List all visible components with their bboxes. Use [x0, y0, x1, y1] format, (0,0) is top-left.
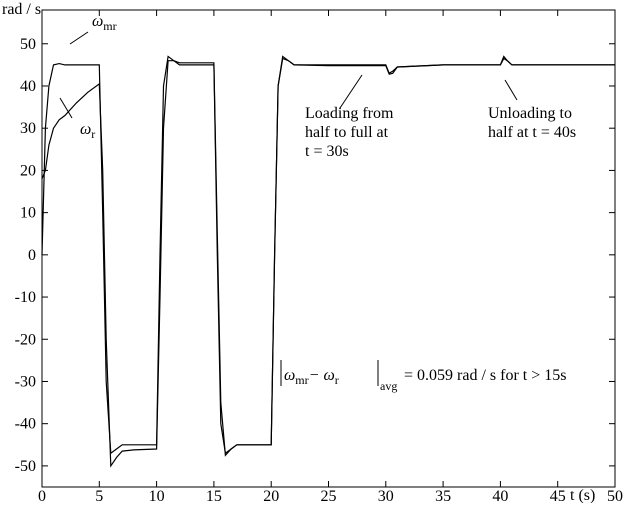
formula: ωmr− ωr avg = 0.059 rad / s for t > 15s — [284, 367, 566, 393]
formula-part: mr — [295, 373, 308, 387]
annotation: half at t = 40s — [488, 124, 576, 141]
formula-part: ω — [284, 367, 295, 384]
y-tick-label: -50 — [15, 458, 36, 475]
y-tick-label: 40 — [20, 78, 36, 95]
y-tick-label: -20 — [15, 331, 36, 348]
series-sub: mr — [103, 19, 116, 33]
series-name: ω — [92, 13, 103, 30]
x-tick-label: 30 — [378, 488, 394, 503]
annotation: Unloading to — [488, 105, 572, 122]
x-tick-label: 45 — [550, 488, 566, 503]
annotation: Loading from — [305, 105, 394, 122]
x-axis-label: t (s) — [570, 487, 595, 503]
x-tick-label: 5 — [95, 488, 103, 503]
x-tick-label: 50 — [607, 488, 623, 503]
y-tick-label: -10 — [15, 289, 36, 306]
series-label: ωmr — [92, 13, 117, 33]
y-tick-label: 50 — [20, 36, 36, 53]
formula-part: r — [335, 373, 339, 387]
plot-frame — [41, 9, 616, 488]
y-tick-label: 20 — [20, 162, 36, 179]
y-tick-label: -30 — [15, 373, 36, 390]
y-tick-label: 0 — [28, 247, 36, 264]
annotation: half to full at — [305, 124, 389, 141]
series-name: ω — [80, 121, 91, 138]
x-tick-label: 35 — [435, 488, 451, 503]
leader-line — [59, 97, 73, 119]
series-line — [41, 57, 615, 468]
formula-part: − ω — [309, 367, 335, 384]
x-tick-label: 40 — [492, 488, 508, 503]
leader-line — [69, 31, 89, 45]
x-tick-label: 25 — [321, 488, 337, 503]
y-tick-label: -40 — [15, 416, 36, 433]
x-tick-label: 20 — [263, 488, 279, 503]
x-tick-label: 10 — [149, 488, 165, 503]
x-tick-label: 0 — [38, 488, 46, 503]
leader-line — [339, 74, 363, 109]
formula-part: avg — [380, 379, 397, 393]
series-sub: r — [91, 127, 95, 141]
series-label: ωr — [80, 121, 95, 141]
y-axis-label: rad / s — [2, 1, 41, 18]
formula-part: = 0.059 rad / s for t > 15s — [404, 367, 566, 384]
annotation: t = 30s — [305, 143, 349, 160]
x-tick-label: 15 — [206, 488, 222, 503]
leader-line — [504, 79, 518, 101]
y-tick-label: 30 — [20, 120, 36, 137]
y-tick-label: 10 — [20, 205, 36, 222]
